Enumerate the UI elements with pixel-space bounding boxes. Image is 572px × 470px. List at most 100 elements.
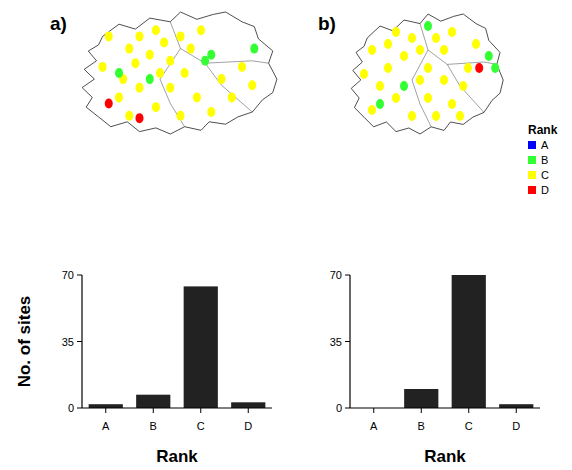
site-dot <box>115 68 123 78</box>
site-dot <box>376 99 384 109</box>
site-dot <box>238 62 246 72</box>
site-dot <box>115 92 123 102</box>
site-dot <box>424 21 432 31</box>
y-tick <box>345 408 350 409</box>
site-dot <box>384 39 392 49</box>
bars <box>89 286 266 408</box>
legend-swatch <box>528 141 536 149</box>
site-dot <box>400 51 408 61</box>
boundary <box>205 63 252 112</box>
x-axis <box>350 407 540 408</box>
y-tick <box>345 341 350 342</box>
site-dot <box>125 111 133 121</box>
bar <box>184 286 218 408</box>
y-axis-label: No. of sites <box>15 296 34 388</box>
site-dot <box>424 93 432 103</box>
site-dot <box>250 44 258 54</box>
site-dot <box>392 93 400 103</box>
site-dot <box>131 58 139 68</box>
x-tick-label: C <box>197 420 205 432</box>
site-dot <box>218 74 226 84</box>
site-dot <box>228 92 236 102</box>
legend-label: C <box>541 169 549 181</box>
panel-label: b) <box>318 13 336 34</box>
site-dot <box>136 113 144 123</box>
x-tick-label: D <box>244 420 252 432</box>
figure: a)b)RankABCD03570ABCDRankNo. of sites035… <box>0 0 572 470</box>
bar-chart: 03570ABCDRank <box>330 269 540 466</box>
legend-swatch <box>528 171 536 179</box>
site-dot <box>464 63 472 73</box>
site-dot <box>432 33 440 43</box>
site-dot <box>177 31 185 41</box>
site-dot <box>207 107 215 117</box>
y-tick-label: 35 <box>62 336 74 348</box>
y-tick-label: 35 <box>330 336 342 348</box>
panel-label: a) <box>50 13 67 34</box>
legend-swatch <box>528 186 536 194</box>
site-dot <box>193 92 201 102</box>
site-dot <box>448 99 456 109</box>
site-dot <box>125 44 133 54</box>
bar <box>404 389 438 408</box>
site-dot <box>360 69 368 79</box>
x-tick <box>248 408 249 413</box>
site-dot <box>136 31 144 41</box>
x-tick-label: C <box>465 420 473 432</box>
site-dot <box>152 102 160 112</box>
site-dot <box>416 45 424 55</box>
site-dot <box>456 111 464 121</box>
x-tick <box>153 408 154 413</box>
site-dot <box>491 63 499 73</box>
site-dot <box>440 75 448 85</box>
coastline <box>351 14 503 134</box>
site-dot <box>416 75 424 85</box>
x-tick-label: B <box>150 420 157 432</box>
site-dot <box>187 44 195 54</box>
site-dot <box>424 63 432 73</box>
y-tick <box>77 275 82 276</box>
bars <box>404 275 533 408</box>
site-dot <box>432 111 440 121</box>
site-dot <box>181 68 189 78</box>
legend-label: D <box>541 184 549 196</box>
site-dot <box>146 74 154 84</box>
x-tick-label: A <box>370 420 378 432</box>
site-dot <box>146 50 154 60</box>
site-dot <box>207 50 215 60</box>
site-dot <box>408 111 416 121</box>
legend-label: B <box>541 154 548 166</box>
site-dot <box>475 63 483 73</box>
y-tick-label: 70 <box>330 269 342 281</box>
site-dot <box>105 99 113 109</box>
x-tick <box>468 408 469 413</box>
boundary <box>170 22 268 63</box>
site-dot <box>368 105 376 115</box>
x-tick <box>516 408 517 413</box>
site-dot <box>376 81 384 91</box>
site-dot <box>248 80 256 90</box>
boundary <box>420 24 497 65</box>
legend-title: Rank <box>528 123 558 137</box>
site-dot <box>160 38 168 48</box>
x-tick <box>200 408 201 413</box>
x-tick-label: A <box>102 420 110 432</box>
bar-chart: 03570ABCDRankNo. of sites <box>15 269 272 466</box>
site-dot <box>440 45 448 55</box>
site-dot <box>485 51 493 61</box>
x-tick-label: B <box>418 420 425 432</box>
site-dot <box>197 25 205 35</box>
y-tick <box>77 341 82 342</box>
x-tick <box>105 408 106 413</box>
site-dot <box>448 27 456 37</box>
y-tick-label: 0 <box>68 402 74 414</box>
y-tick-label: 0 <box>336 402 342 414</box>
site-dot <box>459 81 467 91</box>
site-dot <box>166 83 174 93</box>
legend-swatch <box>528 156 536 164</box>
site-dot <box>156 68 164 78</box>
x-axis-label: Rank <box>424 447 466 466</box>
map <box>351 14 503 134</box>
site-dot <box>408 33 416 43</box>
x-tick <box>421 408 422 413</box>
